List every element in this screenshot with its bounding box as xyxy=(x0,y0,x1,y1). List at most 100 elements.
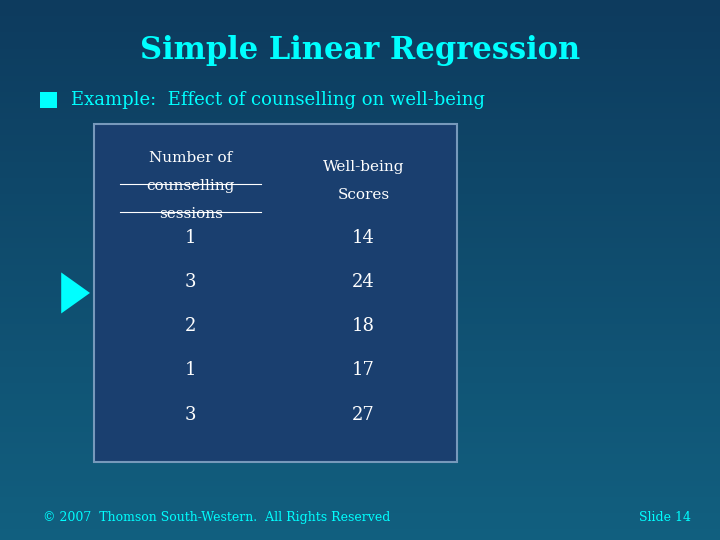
Bar xyxy=(0,373,720,378)
Bar xyxy=(0,54,720,59)
Text: 27: 27 xyxy=(352,406,375,424)
Bar xyxy=(0,367,720,373)
Bar xyxy=(0,119,720,124)
Bar xyxy=(0,470,720,475)
Text: © 2007  Thomson South-Western.  All Rights Reserved: © 2007 Thomson South-Western. All Rights… xyxy=(43,511,390,524)
Bar xyxy=(0,248,720,254)
Text: 3: 3 xyxy=(185,273,197,291)
Bar xyxy=(0,275,720,281)
Bar xyxy=(0,59,720,65)
Bar xyxy=(0,113,720,119)
Bar xyxy=(0,292,720,297)
Bar xyxy=(0,513,720,518)
Text: Scores: Scores xyxy=(338,188,390,202)
Bar xyxy=(0,200,720,205)
Bar xyxy=(0,0,720,5)
Bar xyxy=(0,346,720,351)
Bar xyxy=(0,130,720,135)
Bar xyxy=(0,421,720,427)
Bar xyxy=(0,464,720,470)
Bar xyxy=(0,481,720,486)
Bar xyxy=(0,400,720,405)
Bar xyxy=(0,173,720,178)
Bar xyxy=(0,259,720,265)
Bar xyxy=(0,356,720,362)
Bar xyxy=(0,459,720,464)
Bar xyxy=(0,518,720,524)
Bar xyxy=(0,405,720,410)
Bar xyxy=(0,227,720,232)
Bar xyxy=(0,205,720,211)
Text: Number of: Number of xyxy=(149,151,233,165)
Text: Slide 14: Slide 14 xyxy=(639,511,691,524)
Text: counselling: counselling xyxy=(147,179,235,193)
Bar xyxy=(0,297,720,302)
Bar xyxy=(0,378,720,383)
Bar xyxy=(0,389,720,394)
Bar xyxy=(0,151,720,157)
Bar xyxy=(0,32,720,38)
Bar xyxy=(0,443,720,448)
Bar xyxy=(0,416,720,421)
Bar xyxy=(0,308,720,313)
Bar xyxy=(0,351,720,356)
Bar xyxy=(0,76,720,81)
Bar xyxy=(0,216,720,221)
Bar xyxy=(0,254,720,259)
Bar xyxy=(0,221,720,227)
Bar xyxy=(0,362,720,367)
Bar xyxy=(0,427,720,432)
Bar xyxy=(0,329,720,335)
Bar xyxy=(0,5,720,11)
Bar xyxy=(0,313,720,319)
Bar xyxy=(0,486,720,491)
Bar xyxy=(0,92,720,97)
Bar xyxy=(0,265,720,270)
Bar xyxy=(0,497,720,502)
Bar xyxy=(0,335,720,340)
Bar xyxy=(0,270,720,275)
Bar xyxy=(0,135,720,140)
Text: 14: 14 xyxy=(352,228,375,247)
Bar xyxy=(0,319,720,324)
Text: 1: 1 xyxy=(185,361,197,380)
Bar xyxy=(0,65,720,70)
Text: 24: 24 xyxy=(352,273,375,291)
Bar xyxy=(40,92,57,108)
Bar xyxy=(0,324,720,329)
Bar xyxy=(0,448,720,454)
Text: 17: 17 xyxy=(352,361,375,380)
Bar xyxy=(0,194,720,200)
Bar xyxy=(0,86,720,92)
Text: sessions: sessions xyxy=(159,207,222,221)
Bar xyxy=(0,103,720,108)
Bar xyxy=(0,140,720,146)
Bar xyxy=(0,232,720,238)
Bar xyxy=(0,286,720,292)
Bar xyxy=(0,437,720,443)
Bar xyxy=(0,454,720,459)
Bar xyxy=(0,178,720,184)
Bar xyxy=(0,43,720,49)
Text: 1: 1 xyxy=(185,228,197,247)
Polygon shape xyxy=(61,272,90,313)
Bar xyxy=(0,238,720,243)
Bar xyxy=(0,27,720,32)
Bar xyxy=(0,97,720,103)
Bar xyxy=(0,184,720,189)
Bar xyxy=(0,383,720,389)
Bar xyxy=(0,394,720,400)
Bar xyxy=(0,108,720,113)
Text: Simple Linear Regression: Simple Linear Regression xyxy=(140,35,580,66)
Bar xyxy=(0,491,720,497)
Bar xyxy=(0,340,720,346)
Bar xyxy=(0,508,720,513)
Text: Example:  Effect of counselling on well-being: Example: Effect of counselling on well-b… xyxy=(71,91,485,109)
Bar xyxy=(0,432,720,437)
Bar xyxy=(0,302,720,308)
Bar xyxy=(0,475,720,481)
Bar xyxy=(0,529,720,535)
Bar xyxy=(0,243,720,248)
Bar xyxy=(0,535,720,540)
Bar xyxy=(0,38,720,43)
